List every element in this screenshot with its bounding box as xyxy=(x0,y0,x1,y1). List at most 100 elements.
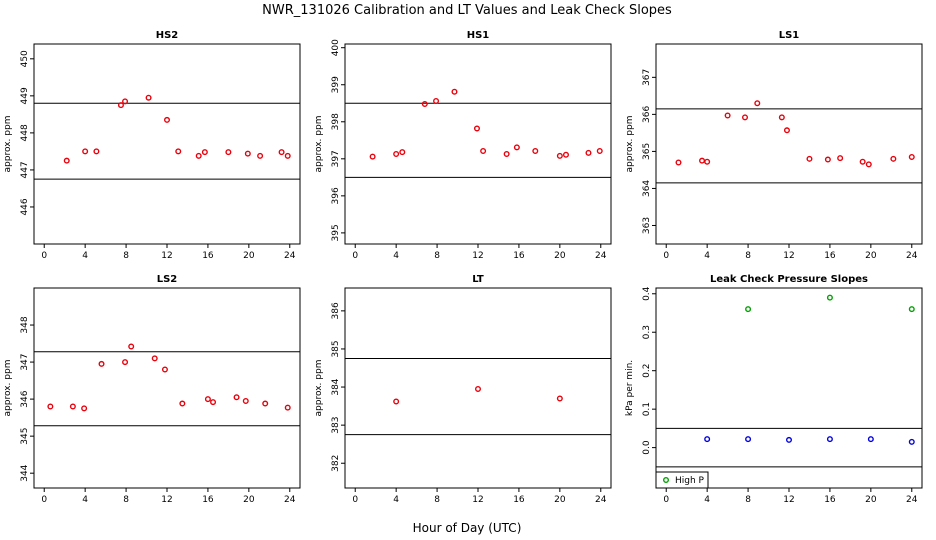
leak-ytick-label-1: 0.1 xyxy=(642,402,652,416)
hs1-point-0-2 xyxy=(399,149,406,156)
ls2-point-0-9 xyxy=(204,396,211,403)
ls2-xtick-label-2: 8 xyxy=(123,495,129,505)
hs1-point-0-6 xyxy=(473,125,480,132)
ls1-point-0-7 xyxy=(783,127,790,134)
ls1-point-0-2 xyxy=(704,158,711,165)
ls1-point-0-1 xyxy=(699,157,706,164)
hs1-xtick-label-0: 0 xyxy=(352,251,358,261)
hs1-point-0-7 xyxy=(480,148,487,155)
hs2-point-0-1 xyxy=(82,148,89,155)
leak-ytick-label-2: 0.2 xyxy=(642,364,652,378)
leak-xtick-label-1: 4 xyxy=(704,495,710,505)
ls1-xtick-label-5: 20 xyxy=(865,251,877,261)
lt-xtick-label-6: 24 xyxy=(595,495,607,505)
lt-xtick-label-5: 20 xyxy=(554,495,566,505)
ls1-xtick-label-6: 24 xyxy=(906,251,918,261)
leak-panel: Leak Check Pressure Slopes kPa per min. 0 4… xyxy=(625,274,923,505)
lt-xtick-label-4: 16 xyxy=(513,495,525,505)
hs2-xtick-label-1: 4 xyxy=(82,251,88,261)
ls2-point-0-3 xyxy=(98,360,105,367)
hs2-ytick-label-2: 448 xyxy=(20,124,30,141)
figure-xlabel: Hour of Day (UTC) xyxy=(413,521,522,535)
ls2-xtick-label-3: 12 xyxy=(161,495,172,505)
hs2-title: HS2 xyxy=(156,30,179,41)
ls1-point-0-6 xyxy=(778,114,785,121)
ls1-point-0-9 xyxy=(824,156,831,163)
ls2-xtick-label-4: 16 xyxy=(202,495,214,505)
hs2-ytick-label-1: 447 xyxy=(20,161,30,178)
hs1-point-0-1 xyxy=(393,150,400,157)
ls2-xtick-label-0: 0 xyxy=(41,495,47,505)
leak-point-1-1 xyxy=(745,436,752,443)
hs1-xtick-label-5: 20 xyxy=(554,251,566,261)
leak-xtick-label-4: 16 xyxy=(824,495,836,505)
ls2-point-0-10 xyxy=(210,399,217,406)
hs1-point-0-3 xyxy=(421,100,428,107)
lt-xtick-label-1: 4 xyxy=(393,495,399,505)
ls2-ytick-label-3: 347 xyxy=(20,353,30,370)
ls2-ylabel: approx. ppm xyxy=(3,360,13,417)
ls2-xtick-label-5: 20 xyxy=(243,495,255,505)
hs2-point-0-10 xyxy=(225,149,232,156)
hs1-point-0-10 xyxy=(532,148,539,155)
hs1-xtick-label-1: 4 xyxy=(393,251,399,261)
lt-title: LT xyxy=(472,274,484,285)
hs2-point-0-0 xyxy=(63,157,70,164)
ls2-ytick-label-2: 346 xyxy=(20,390,30,407)
ls1-ytick-label-3: 366 xyxy=(642,106,652,123)
ls1-point-0-4 xyxy=(742,114,749,121)
leak-point-1-3 xyxy=(826,436,833,443)
hs2-ytick-label-0: 446 xyxy=(20,198,30,215)
lt-point-0-1 xyxy=(475,385,482,392)
ls1-point-0-8 xyxy=(806,155,813,162)
ls1-point-0-11 xyxy=(859,158,866,165)
ls1-xtick-label-2: 8 xyxy=(745,251,751,261)
leak-point-0-1 xyxy=(826,294,833,301)
ls1-point-0-14 xyxy=(908,153,915,160)
ls2-title: LS2 xyxy=(157,274,178,285)
hs1-ytick-label-0: 395 xyxy=(331,224,341,241)
ls2-xtick-label-1: 4 xyxy=(82,495,88,505)
hs2-point-0-3 xyxy=(117,102,124,109)
hs2-point-0-8 xyxy=(195,152,202,159)
hs2-frame xyxy=(33,43,301,245)
ls1-xtick-label-3: 12 xyxy=(783,251,794,261)
ls1-xtick-label-1: 4 xyxy=(704,251,710,261)
hs1-point-0-14 xyxy=(596,148,603,155)
lt-ytick-label-1: 383 xyxy=(331,417,341,434)
ls1-ytick-label-2: 365 xyxy=(642,143,652,160)
ls1-point-0-13 xyxy=(890,155,897,162)
hs1-point-0-0 xyxy=(369,153,376,160)
leak-title: Leak Check Pressure Slopes xyxy=(710,274,868,285)
hs1-xtick-label-2: 8 xyxy=(434,251,440,261)
ls2-point-0-4 xyxy=(122,359,129,366)
ls2-point-0-2 xyxy=(81,405,88,412)
hs2-point-0-5 xyxy=(145,94,152,101)
hs1-point-0-9 xyxy=(513,144,520,151)
hs1-xtick-label-4: 16 xyxy=(513,251,525,261)
lt-xtick-label-0: 0 xyxy=(352,495,358,505)
leak-ytick-label-0: 0.0 xyxy=(642,440,652,455)
leak-xtick-label-3: 12 xyxy=(783,495,794,505)
ls1-point-0-3 xyxy=(724,112,731,119)
hs1-xtick-label-6: 24 xyxy=(595,251,607,261)
hs2-xtick-label-6: 24 xyxy=(284,251,296,261)
figure-title: NWR_131026 Calibration and LT Values and… xyxy=(262,3,672,18)
lt-ytick-label-0: 382 xyxy=(331,455,341,472)
ls1-title: LS1 xyxy=(779,30,800,41)
hs2-ytick-label-3: 449 xyxy=(20,87,30,104)
hs2-xtick-label-2: 8 xyxy=(123,251,129,261)
leak-frame xyxy=(655,287,923,489)
ls1-point-0-0 xyxy=(675,159,682,166)
leak-xtick-label-0: 0 xyxy=(663,495,669,505)
lt-panel: LT approx. ppm 0 4 8 12 16 20 24 382 383 384 385 386 xyxy=(314,274,612,505)
leak-xtick-label-6: 24 xyxy=(906,495,918,505)
leak-point-0-0 xyxy=(745,306,752,313)
hs2-point-0-11 xyxy=(244,150,251,157)
ls2-point-0-8 xyxy=(179,400,186,407)
ls2-point-0-7 xyxy=(161,366,168,373)
hs1-point-0-5 xyxy=(451,88,458,95)
leak-xtick-label-5: 20 xyxy=(865,495,877,505)
